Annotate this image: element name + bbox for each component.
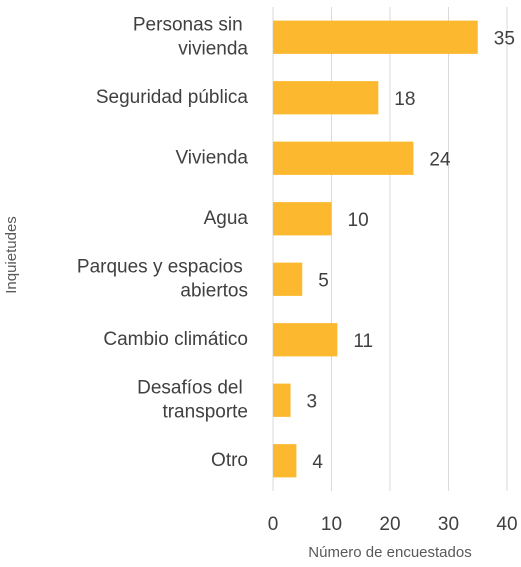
bar — [273, 444, 297, 478]
data-label: 10 — [348, 210, 369, 231]
y-tick-label: Vivienda — [175, 147, 248, 168]
y-tick-label: Personas sin vivienda — [133, 14, 249, 59]
data-label: 35 — [494, 28, 515, 49]
data-label: 11 — [353, 331, 373, 352]
y-axis-label: Inquietudes — [3, 216, 20, 294]
bar — [273, 81, 379, 115]
y-tick-label: Otro — [211, 450, 248, 471]
y-tick-label: Parques y espacios abiertos — [77, 256, 248, 301]
bar — [273, 141, 414, 175]
data-label: 4 — [312, 452, 323, 473]
data-label: 24 — [429, 149, 451, 170]
y-tick-label: Cambio climático — [103, 329, 248, 350]
y-tick-label: Desafíos del transporte — [137, 377, 248, 422]
bar — [273, 202, 332, 236]
data-label: 3 — [307, 391, 318, 412]
y-tick-label: Agua — [204, 208, 249, 229]
bar — [273, 383, 291, 417]
bar — [273, 323, 338, 357]
bar — [273, 262, 303, 296]
bar — [273, 20, 478, 54]
x-tick-label: 30 — [438, 514, 459, 535]
y-tick-label: Seguridad pública — [96, 87, 249, 108]
x-tick-label: 10 — [321, 514, 342, 535]
x-tick-label: 20 — [379, 514, 400, 535]
data-label: 5 — [318, 270, 329, 291]
data-label: 18 — [394, 89, 415, 110]
x-axis-label: Número de encuestados — [308, 544, 471, 561]
x-tick-label: 0 — [268, 514, 279, 535]
x-tick-label: 40 — [496, 514, 517, 535]
